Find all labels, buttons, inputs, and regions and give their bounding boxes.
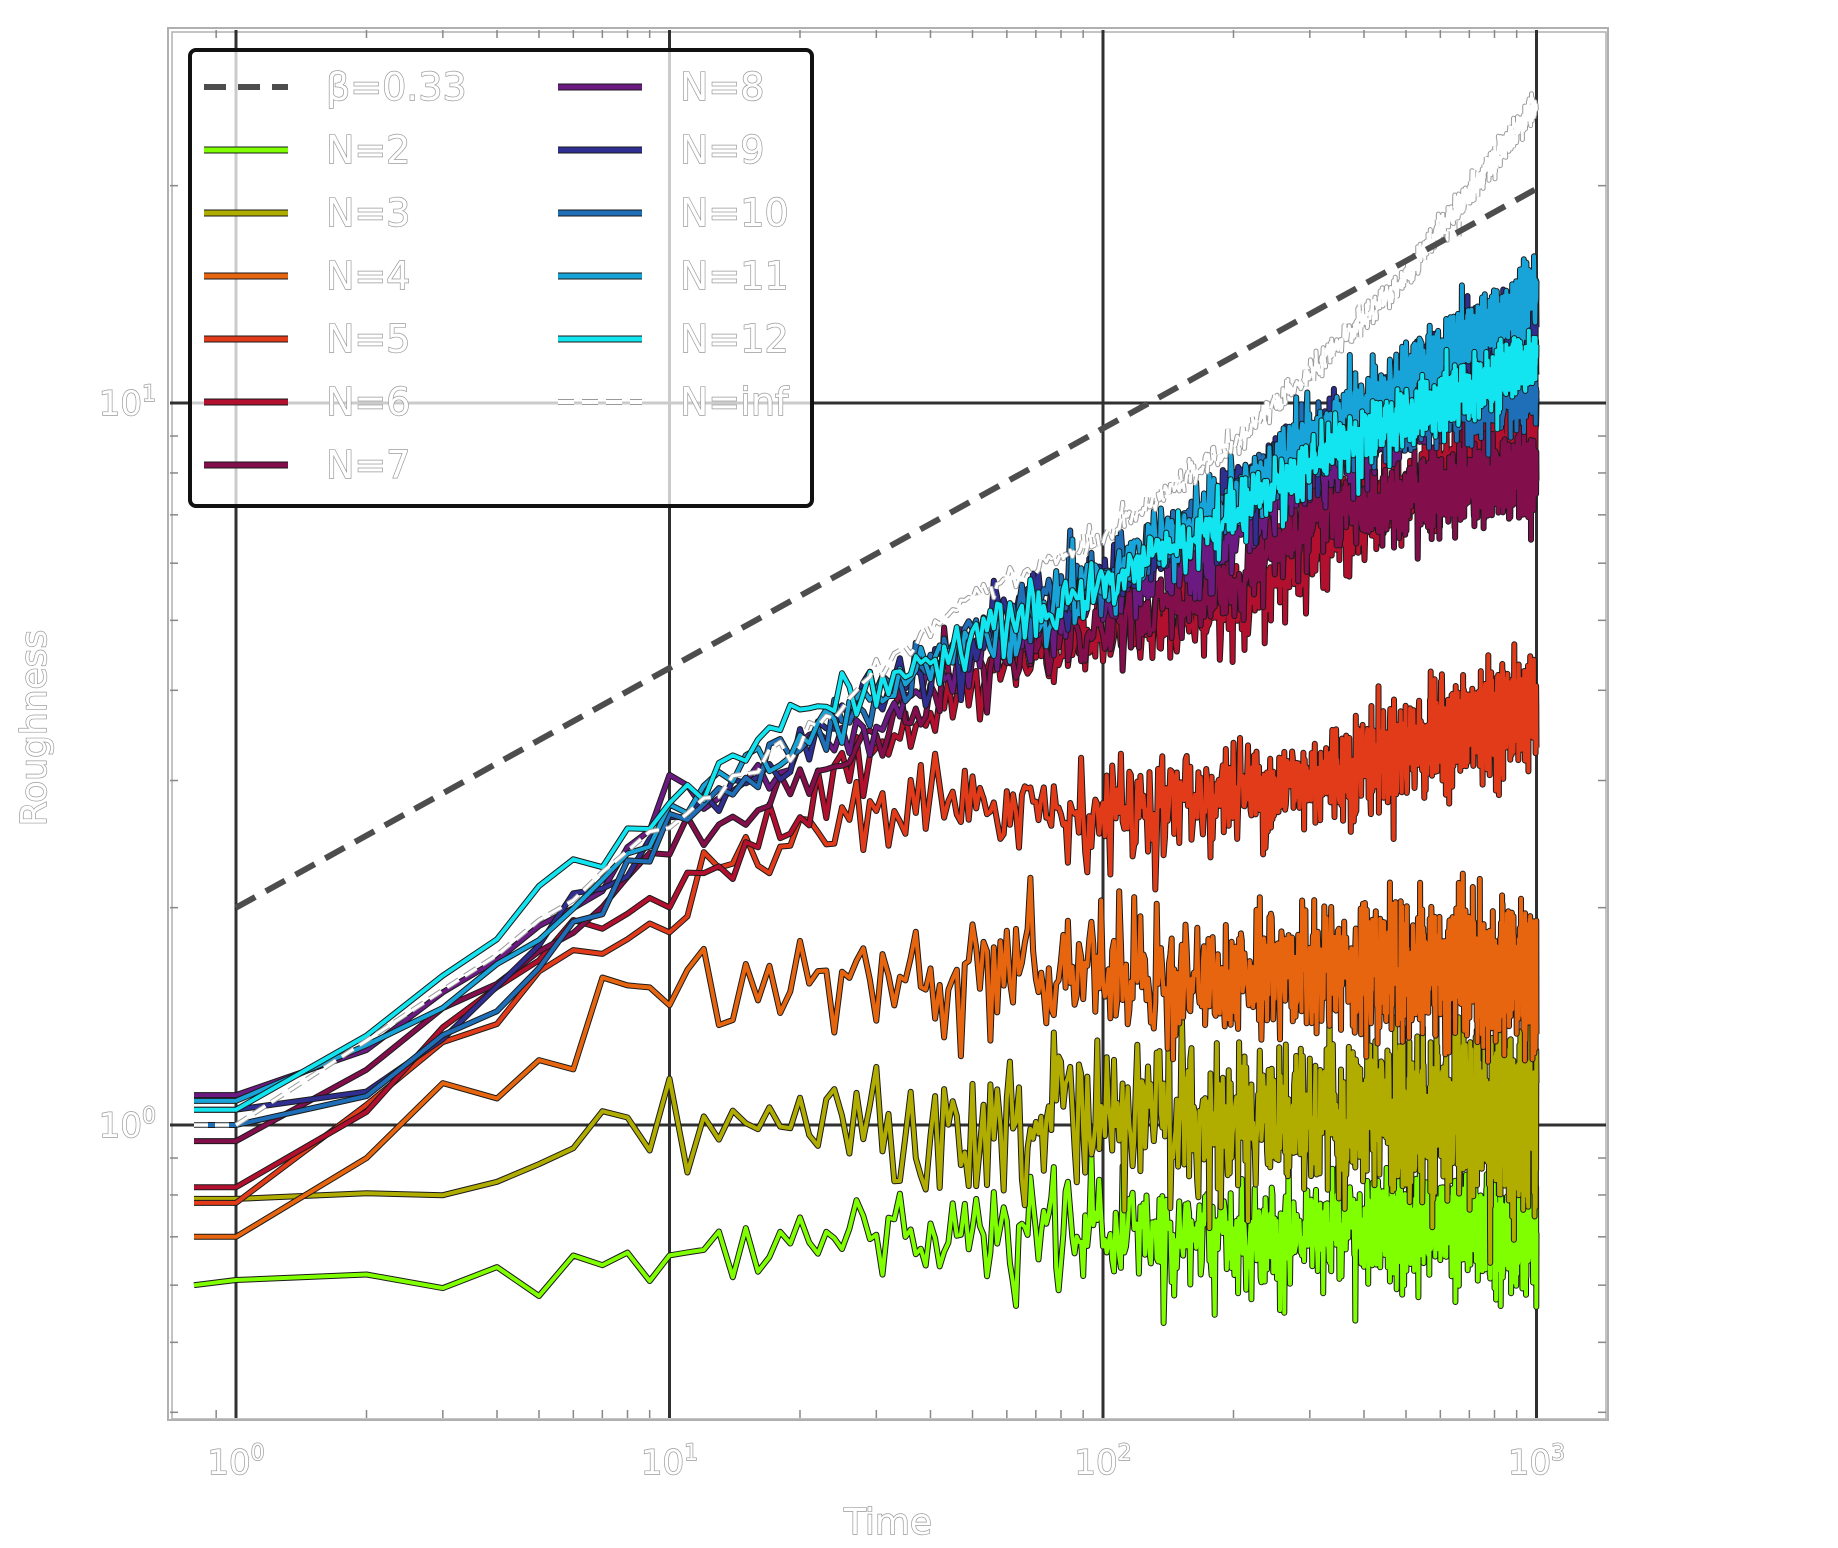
- legend-entry-9: N=10: [558, 190, 789, 236]
- reference-line-beta: [234, 186, 1538, 911]
- series-line: [194, 328, 1539, 1112]
- legend-box: [188, 48, 814, 508]
- series-layer: [193, 91, 1540, 1326]
- series-n-5: [194, 641, 1540, 1206]
- series-line: [194, 871, 1539, 1239]
- legend-label: N=2: [326, 128, 410, 172]
- series-line: [194, 970, 1539, 1265]
- legend-entry-12: N=inf: [558, 379, 791, 425]
- legend-label: N=5: [326, 317, 410, 361]
- series-line: [193, 1136, 1539, 1325]
- series-n-3: [194, 969, 1540, 1266]
- legend-label: N=9: [680, 128, 764, 172]
- legend-label: N=12: [680, 317, 789, 361]
- legend-entry-6: N=7: [204, 442, 411, 488]
- legend-label: N=7: [326, 443, 410, 487]
- legend-label: N=4: [326, 254, 410, 298]
- x-tick-label-2: 102: [1074, 1441, 1131, 1483]
- legend: β=0.33 N=2 N=3 N=4 N=5 N=6 N=7 N=8 N=9 N=10 N=11 N=…: [188, 48, 814, 508]
- series-line: [194, 642, 1539, 1205]
- legend-entry-0: β=0.33: [204, 64, 467, 110]
- legend-entry-8: N=9: [558, 127, 765, 173]
- legend-entry-4: N=5: [204, 316, 411, 362]
- series-n-inf: [194, 91, 1539, 1128]
- legend-label: N=11: [680, 254, 789, 298]
- plot-frame-inner: [171, 31, 1607, 1420]
- y-axis-label: Roughness: [14, 630, 55, 826]
- legend-entry-11: N=12: [558, 316, 789, 362]
- series-line: [194, 92, 1538, 1127]
- series-n-12: [194, 327, 1540, 1113]
- minor-ticks: [170, 30, 1606, 1418]
- legend-entry-10: N=11: [558, 253, 789, 299]
- legend-label: β=0.33: [326, 65, 467, 109]
- y-tick-label-0: 100: [99, 1104, 156, 1146]
- legend-label: N=8: [680, 65, 764, 109]
- legend-entry-3: N=4: [204, 253, 411, 299]
- legend-label: N=10: [680, 191, 789, 235]
- y-tick-labels: 100 101: [98, 381, 157, 1146]
- x-tick-labels: 100 101 102 103: [207, 1440, 1566, 1483]
- legend-entry-5: N=6: [204, 379, 411, 425]
- x-tick-label-1: 101: [641, 1441, 698, 1483]
- legend-entry-7: N=8: [558, 64, 765, 110]
- x-axis-label: Time: [843, 1502, 932, 1543]
- legend-label: N=3: [326, 191, 410, 235]
- legend-label: N=inf: [680, 380, 790, 424]
- series-n-4: [194, 870, 1540, 1240]
- legend-label: N=6: [326, 380, 410, 424]
- y-tick-label-1: 101: [99, 382, 156, 424]
- legend-entry-1: N=2: [204, 127, 411, 173]
- legend-entry-2: N=3: [204, 190, 411, 236]
- x-tick-label-3: 103: [1508, 1441, 1565, 1483]
- series-n-2: [193, 1135, 1540, 1326]
- x-tick-label-0: 100: [207, 1441, 264, 1483]
